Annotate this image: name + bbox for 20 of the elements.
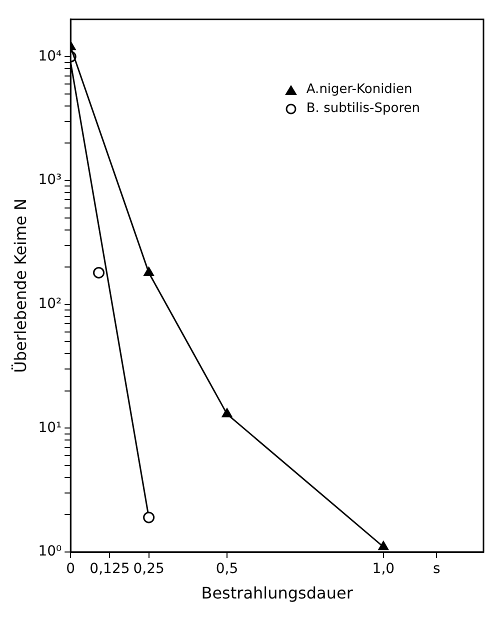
x-axis-title: Bestrahlungsdauer xyxy=(201,584,354,603)
y-axis-title: Überlebende Keime N xyxy=(10,198,30,373)
point xyxy=(143,512,155,524)
y-tick-label: 10⁰ xyxy=(38,544,62,560)
x-tick-label: s xyxy=(432,561,440,578)
y-tick-label: 10¹ xyxy=(38,420,62,436)
x-tick-label: 0 xyxy=(66,561,76,578)
point xyxy=(222,408,232,418)
x-tick-label: 0,25 xyxy=(133,561,164,578)
x-tick-label: 1,0 xyxy=(372,561,395,578)
legend-label: B. subtilis-Sporen xyxy=(306,101,420,116)
x-tick-label: 0,125 xyxy=(90,561,130,578)
legend-label: A.niger-Konidien xyxy=(306,82,412,97)
y-tick-label: 10⁴ xyxy=(38,48,62,64)
y-tick-label: 10³ xyxy=(38,172,62,188)
point xyxy=(144,266,154,276)
point xyxy=(378,541,388,550)
point xyxy=(93,266,105,278)
y-tick-label: 10² xyxy=(38,296,62,312)
x-tick-label: 0,5 xyxy=(216,561,238,578)
